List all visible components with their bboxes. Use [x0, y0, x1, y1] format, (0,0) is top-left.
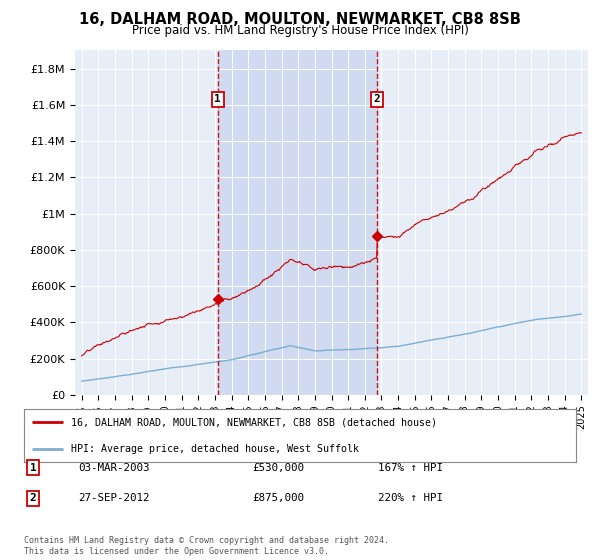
- Bar: [218, 50, 377, 395]
- Text: Contains HM Land Registry data © Crown copyright and database right 2024.
This d: Contains HM Land Registry data © Crown c…: [24, 536, 389, 556]
- Text: 2: 2: [29, 493, 37, 503]
- Text: 1: 1: [214, 94, 221, 104]
- Text: Price paid vs. HM Land Registry's House Price Index (HPI): Price paid vs. HM Land Registry's House …: [131, 24, 469, 36]
- Text: HPI: Average price, detached house, West Suffolk: HPI: Average price, detached house, West…: [71, 444, 359, 454]
- Text: 167% ↑ HPI: 167% ↑ HPI: [378, 463, 443, 473]
- Text: 16, DALHAM ROAD, MOULTON, NEWMARKET, CB8 8SB (detached house): 16, DALHAM ROAD, MOULTON, NEWMARKET, CB8…: [71, 417, 437, 427]
- Text: 2: 2: [374, 94, 380, 104]
- Text: £530,000: £530,000: [252, 463, 304, 473]
- Text: 16, DALHAM ROAD, MOULTON, NEWMARKET, CB8 8SB: 16, DALHAM ROAD, MOULTON, NEWMARKET, CB8…: [79, 12, 521, 27]
- Text: 220% ↑ HPI: 220% ↑ HPI: [378, 493, 443, 503]
- Text: 1: 1: [29, 463, 37, 473]
- Text: 27-SEP-2012: 27-SEP-2012: [78, 493, 149, 503]
- Text: £875,000: £875,000: [252, 493, 304, 503]
- Text: 03-MAR-2003: 03-MAR-2003: [78, 463, 149, 473]
